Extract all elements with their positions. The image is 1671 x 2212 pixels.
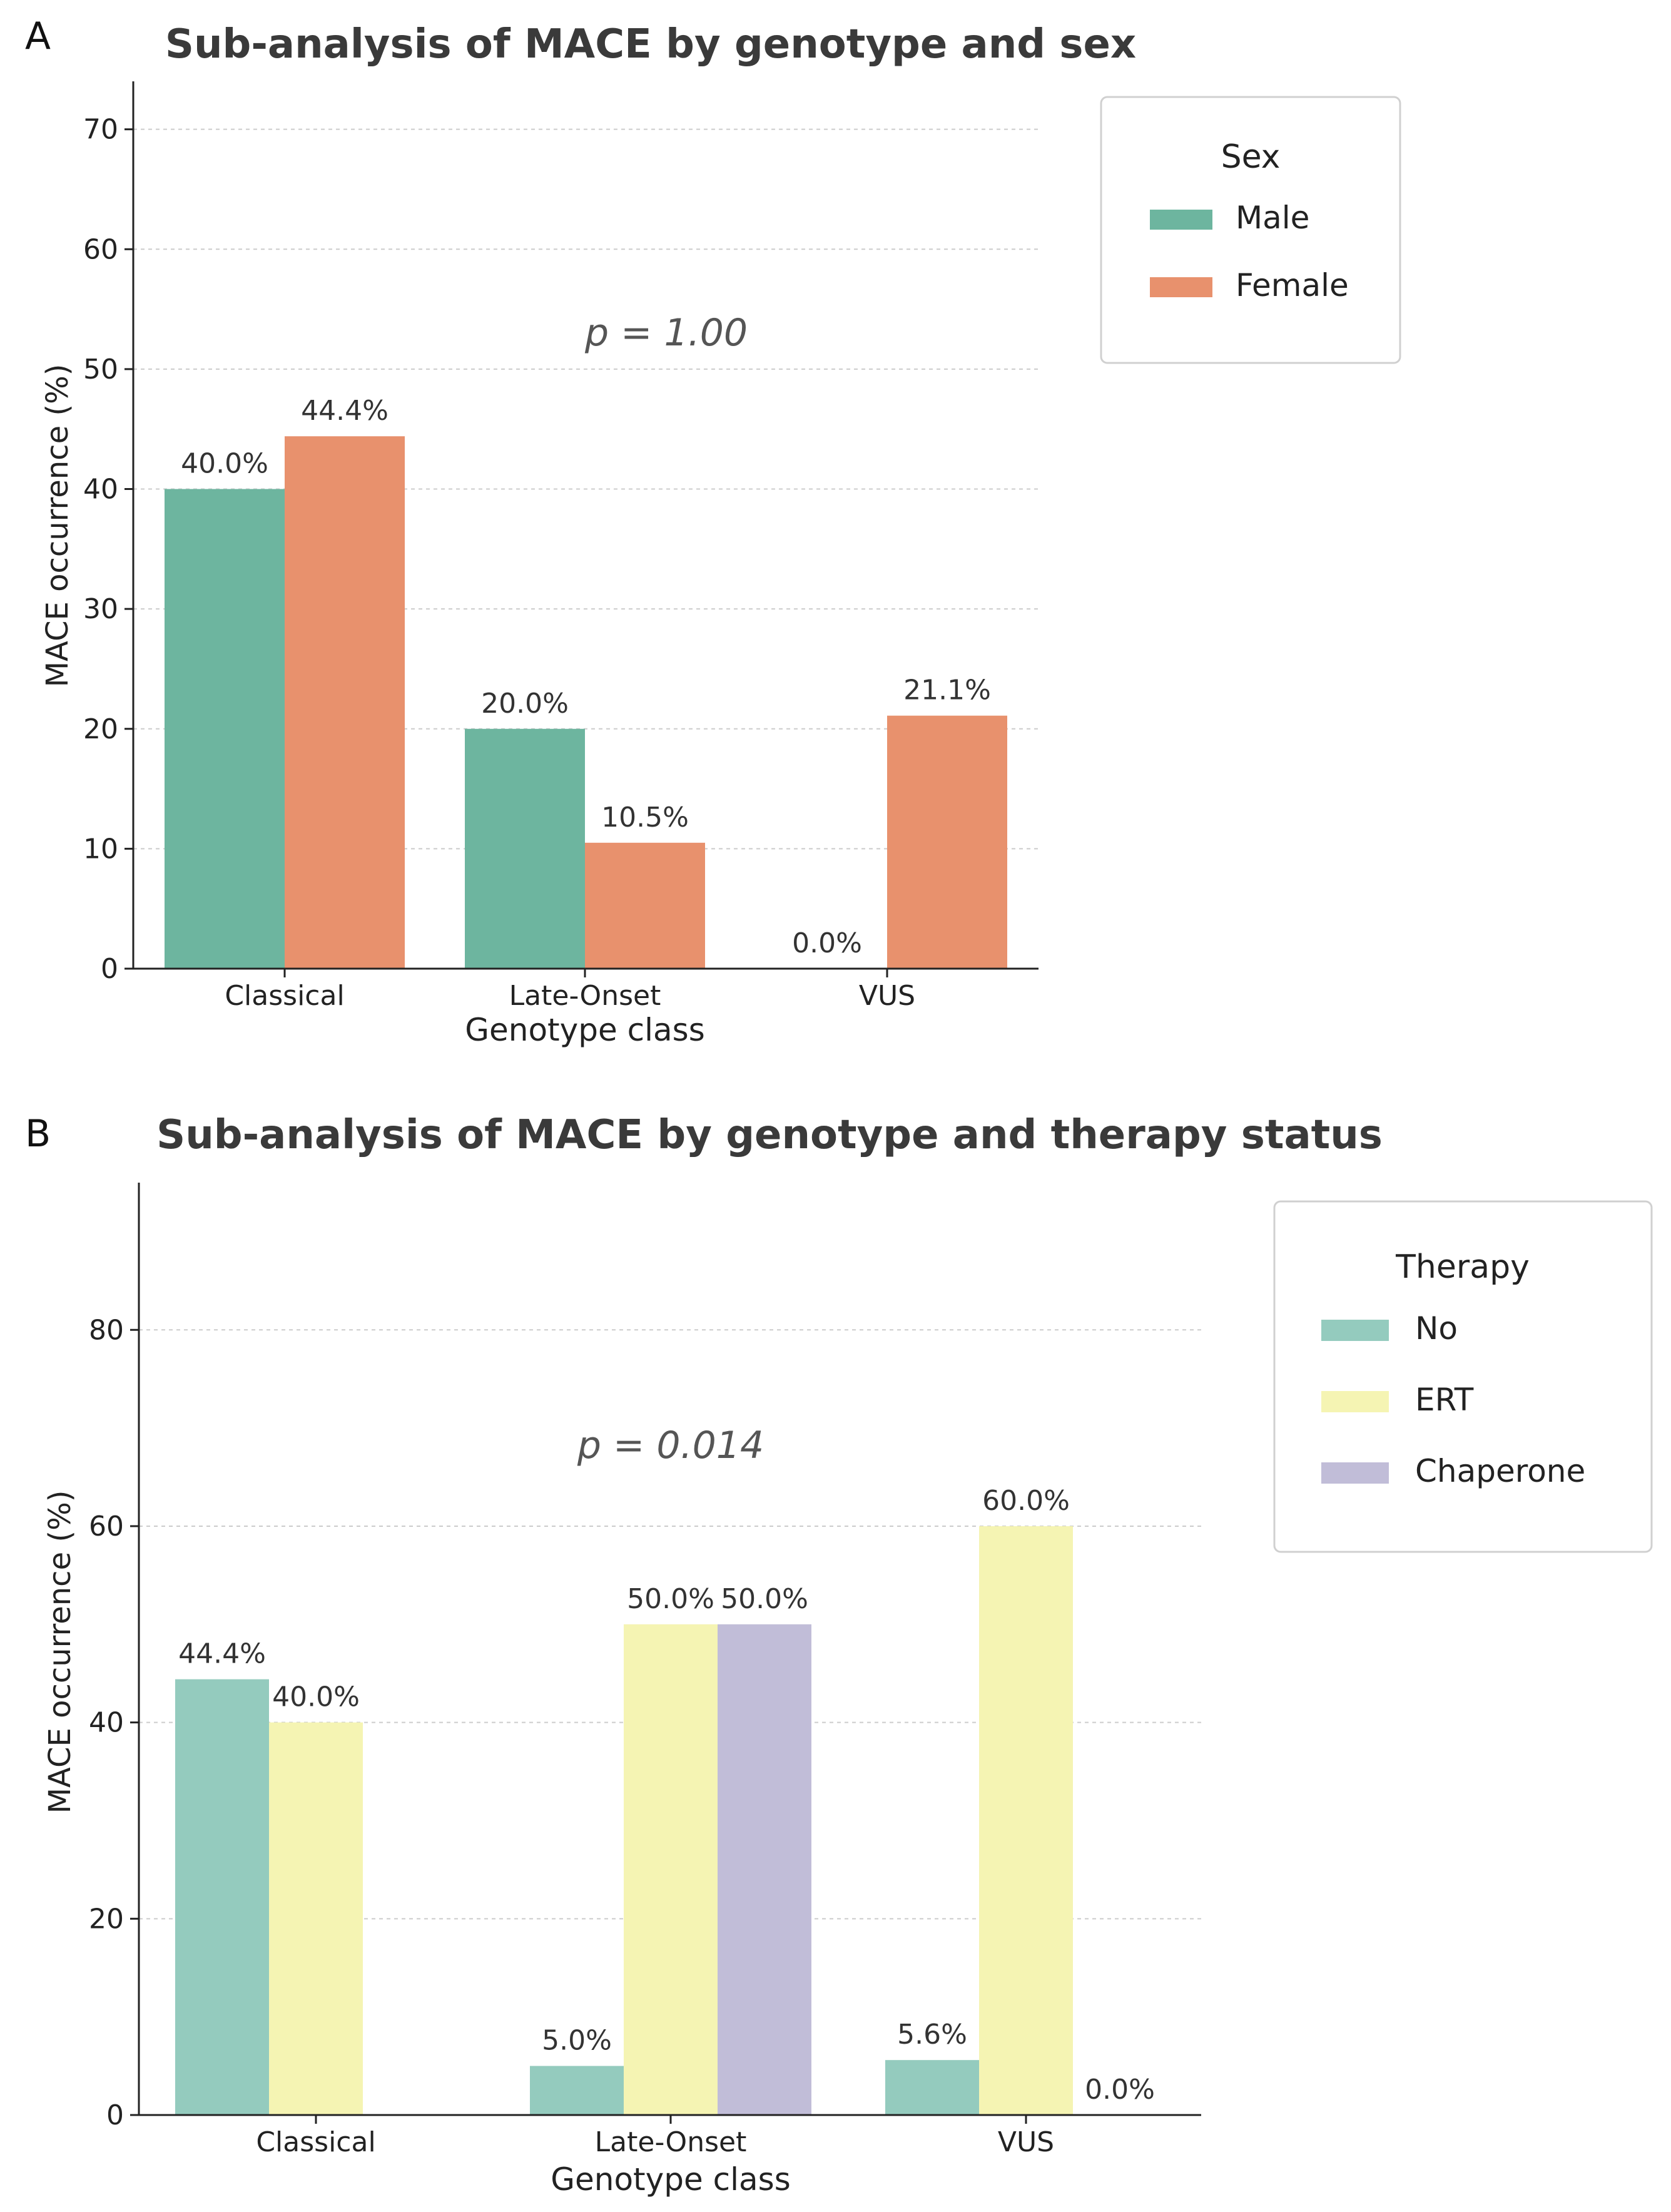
- panel-b-data-label: 0.0%: [1085, 2074, 1155, 2106]
- panel-b-y-axis-label: MACE occurrence (%): [43, 1491, 78, 1814]
- panel-a-legend-label: Female: [1236, 267, 1349, 303]
- panel-b-y-tick-label: 80: [89, 1314, 124, 1346]
- panel-b-bar-no-vus: [885, 2060, 979, 2115]
- panel-a-y-tick-label: 40: [83, 474, 118, 506]
- panel-a-y-tick-label: 30: [83, 593, 118, 625]
- panel-a-y-axis-label: MACE occurrence (%): [40, 364, 75, 688]
- panel-b-data-labels: 44.4%40.0% 5.0% 50.0% 50.0% 5.6% 60.0% 0.0%: [178, 1485, 1155, 2106]
- panel-b-ticks: 0 20 40 60 80 Classical Late-Onset VUS: [89, 1314, 1054, 2158]
- panel-b-legend-title: Therapy: [1395, 1248, 1530, 1286]
- panel-a-legend-swatch: [1150, 277, 1212, 297]
- panel-a-legend-title: Sex: [1221, 138, 1281, 176]
- panel-a-data-label: 44.4%: [301, 395, 389, 427]
- panel-a-bar-female-classical: [285, 436, 405, 969]
- panel-b-legend-label: Chaperone: [1415, 1453, 1585, 1489]
- panel-b-legend-swatch: [1321, 1391, 1389, 1412]
- panel-a-bar-male-classical: [165, 489, 285, 969]
- panel-a-letter: A: [25, 14, 51, 58]
- panel-a-x-axis-label: Genotype class: [465, 1012, 705, 1048]
- panel-b-x-tick-label: VUS: [998, 2126, 1054, 2158]
- panel-b-data-label: 60.0%: [982, 1485, 1070, 1517]
- panel-b-y-tick-label: 40: [89, 1707, 124, 1739]
- panel-a-y-tick-label: 70: [83, 114, 118, 146]
- panel-a-title: Sub-analysis of MACE by genotype and sex: [165, 21, 1136, 68]
- panel-a-x-tick-label: Late-Onset: [509, 980, 661, 1012]
- panel-b-y-tick-label: 20: [89, 1903, 124, 1935]
- panel-b-bar-ert-late-onset: [624, 1624, 718, 2115]
- panel-b-letter: B: [25, 1112, 51, 1156]
- panel-a-data-label: 20.0%: [481, 688, 569, 720]
- panel-b-data-label: 5.0%: [542, 2025, 612, 2057]
- panel-a-y-tick-label: 0: [101, 953, 118, 985]
- panel-a-bar-female-vus: [887, 715, 1007, 969]
- panel-a-bars: [165, 436, 1007, 969]
- panel-a-data-label: 10.5%: [601, 802, 689, 833]
- panel-a-data-label: 21.1%: [903, 675, 991, 706]
- panel-b-legend-swatch: [1321, 1320, 1389, 1341]
- panel-b-bars: [175, 1526, 1073, 2115]
- panel-b-x-axis-label: Genotype class: [551, 2161, 791, 2198]
- panel-a-legend-swatch: [1150, 210, 1212, 230]
- panel-b-data-label: 50.0%: [627, 1583, 714, 1615]
- panel-b-legend-items: No ERT Chaperone: [1321, 1310, 1585, 1489]
- panel-b-p-value: p = 0.014: [577, 1424, 764, 1467]
- panel-a: A Sub-analysis of MACE by genotype and s…: [25, 14, 1401, 1048]
- panel-a-legend-items: Male Female: [1150, 200, 1349, 303]
- panel-b-bar-no-late-onset: [530, 2066, 624, 2115]
- panel-a-p-value: p = 1.00: [584, 311, 748, 355]
- panel-a-ticks: 0 10 20 30 40 50 60 70 Classical Late-Onset VUS: [83, 114, 915, 1012]
- panel-b-data-label: 40.0%: [272, 1681, 360, 1713]
- panel-b-y-tick-label: 0: [106, 2099, 124, 2131]
- panel-a-bar-female-late-onset: [585, 842, 705, 969]
- panel-a-legend: Sex Male Female: [1100, 96, 1401, 364]
- panel-b-data-label: 44.4%: [178, 1638, 266, 1670]
- panel-b-data-label: 5.6%: [897, 2019, 967, 2051]
- panel-b-legend-label: No: [1415, 1310, 1458, 1347]
- panel-b-legend-label: ERT: [1415, 1382, 1474, 1418]
- panel-b-bar-chaperone-late-onset: [718, 1624, 811, 2115]
- panel-b-bar-no-classical: [175, 1679, 269, 2115]
- panel-a-data-label: 0.0%: [792, 927, 862, 959]
- panel-b-bar-ert-vus: [979, 1526, 1073, 2115]
- panel-b-x-tick-label: Classical: [256, 2126, 375, 2158]
- panel-a-bar-male-late-onset: [465, 728, 585, 969]
- panel-b-title: Sub-analysis of MACE by genotype and the…: [156, 1112, 1383, 1158]
- panel-a-x-tick-label: Classical: [225, 980, 344, 1012]
- panel-a-y-tick-label: 20: [83, 713, 118, 745]
- panel-a-x-tick-label: VUS: [859, 980, 915, 1012]
- panel-b-legend: Therapy No ERT Chaperone: [1273, 1200, 1653, 1553]
- panel-b-x-tick-label: Late-Onset: [595, 2126, 747, 2158]
- panel-b-bar-ert-classical: [269, 1722, 363, 2115]
- panel-b: B Sub-analysis of MACE by genotype and t…: [25, 1112, 1653, 2198]
- panel-b-data-label: 50.0%: [721, 1583, 808, 1615]
- panel-a-data-label: 40.0%: [181, 448, 268, 480]
- panel-a-legend-label: Male: [1236, 200, 1309, 236]
- panel-b-legend-swatch: [1321, 1462, 1389, 1484]
- panel-b-y-tick-label: 60: [89, 1511, 124, 1542]
- panel-a-data-labels: 40.0% 44.4% 20.0% 10.5% 0.0% 21.1%: [181, 395, 991, 959]
- panel-a-y-tick-label: 10: [83, 833, 118, 865]
- panel-a-y-tick-label: 50: [83, 354, 118, 385]
- panel-a-y-tick-label: 60: [83, 233, 118, 265]
